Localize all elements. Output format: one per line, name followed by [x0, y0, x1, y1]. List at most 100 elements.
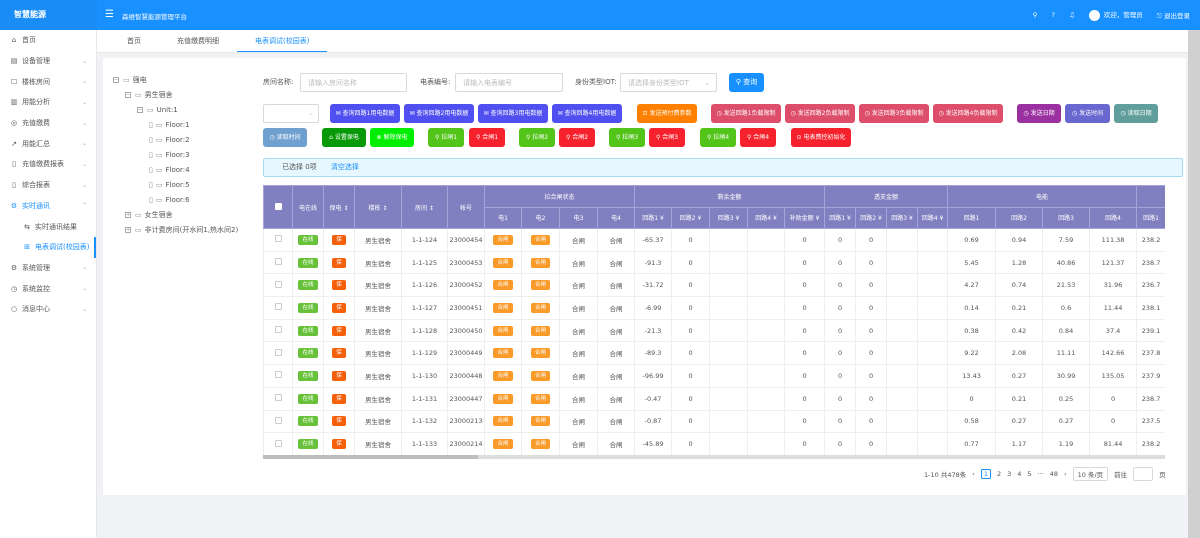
expand-icon[interactable]: + [125, 227, 131, 234]
table-row[interactable]: 在线保男生宿舍 1-1-127 23000451 合闸 合闸 合闸 合闸 -6.99 0 0 0 0 0… [263, 296, 1165, 320]
tree-node[interactable]: + ▭ 女生宿舍 [113, 208, 238, 223]
table-row[interactable]: 在线保男生宿舍 1-1-133 23000214 合闸 合闸 合闸 合闸 -45.89 0 0 0 0… [263, 432, 1165, 455]
sidebar-item[interactable]: ○ 消息中心 ⌄ [0, 299, 96, 320]
action-button[interactable]: ◷ 发送日期 [1017, 104, 1061, 123]
column-header[interactable]: 房间 ↕ [401, 185, 448, 229]
row-checkbox[interactable] [274, 258, 282, 266]
select-all-checkbox[interactable] [274, 202, 282, 210]
row-checkbox[interactable] [274, 280, 282, 288]
action-button[interactable]: ◷ 读取日期 [1114, 104, 1158, 123]
action-button[interactable]: ⚲ 拉闸4 [700, 128, 736, 147]
page-scrollbar[interactable] [1188, 30, 1200, 538]
column-header[interactable]: 保电 ↕ [323, 185, 355, 229]
collapse-icon[interactable]: − [125, 91, 131, 98]
sidebar-item[interactable]: ▯ 充值缴费报表 ⌄ [0, 154, 96, 175]
row-checkbox[interactable] [274, 371, 282, 379]
sidebar-item[interactable]: ▤ 设备管理 ⌄ [0, 51, 96, 72]
action-button[interactable]: ◷ 发送回路3负载限制 [859, 104, 929, 123]
sidebar-item[interactable]: ⚙ 实时通讯 ⌃ [0, 196, 96, 217]
search-icon[interactable]: ⚲ [1032, 11, 1038, 19]
sidebar-item[interactable]: ⇆ 实时通讯结果 [0, 216, 96, 237]
tree-node[interactable]: ▯ ▭ Floor:3 [113, 147, 238, 162]
page-size-select[interactable]: 10 条/页 [1072, 466, 1109, 481]
page-number[interactable]: 5 [1027, 469, 1032, 478]
tree-node[interactable]: ▯ ▭ Floor:2 [113, 132, 238, 147]
row-checkbox[interactable] [274, 303, 282, 311]
column-header[interactable]: 帐号 [447, 185, 485, 229]
sidebar-item[interactable]: ⚙ 系统管理 ⌄ [0, 258, 96, 279]
expand-icon[interactable]: + [125, 212, 131, 219]
row-checkbox[interactable] [274, 348, 282, 356]
row-checkbox[interactable] [274, 416, 282, 424]
action-button[interactable]: ◷ 发送回路2负载限制 [785, 104, 855, 123]
action-button[interactable]: ⊗ 解除保电 [370, 128, 414, 147]
action-button[interactable]: ⚲ 拉闸3 [609, 128, 645, 147]
room-input[interactable]: 请输入房间名称 [300, 73, 407, 92]
page-number[interactable]: 2 [996, 469, 1002, 478]
next-page-button[interactable]: › [1064, 469, 1067, 478]
action-button[interactable]: ⊙ 电表费控初始化 [791, 128, 851, 147]
meter-select[interactable]: ⌄ [263, 104, 319, 123]
table-row[interactable]: 在线保男生宿舍 1-1-130 23000448 合闸 合闸 合闸 合闸 -96.99 0 0 0 0… [263, 364, 1165, 388]
bell-icon[interactable]: ♫ [1068, 11, 1075, 19]
query-button[interactable]: ⚲ 查询 [729, 73, 764, 92]
page-number[interactable]: 48 [1049, 469, 1059, 478]
page-number[interactable]: 3 [1007, 469, 1012, 478]
tree-node[interactable]: ▯ ▭ Floor:5 [113, 178, 238, 193]
table-row[interactable]: 在线保男生宿舍 1-1-126 23000452 合闸 合闸 合闸 合闸 -31.72 0 0 0 0… [263, 273, 1165, 298]
tree-node[interactable]: ▯ ▭ Floor:1 [113, 117, 238, 132]
action-button[interactable]: ✉ 查询回路2用电数据 [404, 104, 474, 123]
user-menu[interactable]: 欢迎，管理员 [1088, 9, 1143, 21]
sidebar-item[interactable]: ⊞ 电表调试(校园表) [0, 236, 96, 258]
menu-toggle-icon[interactable]: ☰ [105, 9, 114, 20]
tree-node[interactable]: − ▭ 强电 [113, 72, 238, 87]
row-checkbox[interactable] [274, 439, 282, 447]
tree-node[interactable]: − ▭ Unit:1 [113, 102, 238, 117]
tab[interactable]: 首页 [127, 37, 141, 45]
action-button[interactable]: ⊡ 发送预付费参数 [637, 104, 697, 123]
table-row[interactable]: 在线保男生宿舍 1-1-125 23000453 合闸 合闸 合闸 合闸 -91.3 0 0 0 0 5… [263, 250, 1165, 275]
column-header[interactable]: 楼栋 ↕ [354, 185, 402, 229]
table-horizontal-scrollbar[interactable] [263, 455, 478, 459]
page-number[interactable]: ··· [1037, 469, 1044, 478]
action-button[interactable]: ⚲ 合闸4 [740, 128, 776, 147]
action-button[interactable]: ◷ 发送回路1负载限制 [711, 104, 781, 123]
action-button[interactable]: ◷ 读取时间 [263, 128, 307, 147]
sidebar-item[interactable]: ⌂ 首页 [0, 30, 96, 51]
action-button[interactable]: ✉ 查询回路1用电数据 [330, 104, 400, 123]
action-button[interactable]: ◷ 发送时间 [1065, 104, 1110, 123]
clear-selection-link[interactable]: 清空选择 [330, 163, 359, 171]
sidebar-item[interactable]: ◷ 系统监控 ⌄ [0, 278, 96, 299]
table-row[interactable]: 在线保男生宿舍 1-1-129 23000449 合闸 合闸 合闸 合闸 -89.3 0 0 0 0 9… [263, 341, 1165, 366]
table-row[interactable]: 在线保男生宿舍 1-1-131 23000447 合闸 合闸 合闸 合闸 -0.47 0 0 0 0 0… [263, 386, 1165, 411]
sidebar-item[interactable]: ◎ 充值缴费 ⌄ [0, 113, 96, 134]
table-row[interactable]: 在线保男生宿舍 1-1-132 23000213 合闸 合闸 合闸 合闸 -0.87 0 0 0 0 0… [263, 409, 1165, 434]
table-row[interactable]: 在线保男生宿舍 1-1-124 23000454 合闸 合闸 合闸 合闸 -65.37 0 0 0 0… [263, 228, 1165, 252]
page-number[interactable]: 4 [1017, 469, 1022, 478]
action-button[interactable]: ✉ 查询回路4用电数据 [552, 104, 622, 123]
page-number[interactable]: 1 [980, 468, 991, 479]
row-checkbox[interactable] [274, 235, 282, 243]
action-button[interactable]: ✉ 查询回路3用电数据 [478, 104, 548, 123]
type-select[interactable]: 请选择身份类型IOT ⌄ [620, 73, 717, 92]
action-button[interactable]: ⚲ 合闸1 [469, 128, 505, 147]
collapse-icon[interactable]: − [113, 76, 119, 83]
meter-input[interactable]: 请输入电表编号 [455, 73, 563, 92]
sidebar-item[interactable]: ▯ 综合报表 ⌄ [0, 175, 96, 196]
column-header[interactable]: 电在线 [292, 185, 324, 229]
action-button[interactable]: ⚲ 拉闸1 [428, 128, 464, 147]
sidebar-item[interactable]: ↗ 用能汇总 ⌄ [0, 133, 96, 154]
logout-button[interactable]: ⎋ 退出登录 [1156, 11, 1190, 20]
tab[interactable]: 电表调试(校园表) [237, 30, 328, 52]
action-button[interactable]: ⚲ 拉闸2 [519, 128, 555, 147]
tree-node[interactable]: − ▭ 男生宿舍 [113, 87, 238, 102]
row-checkbox[interactable] [274, 394, 282, 402]
tab[interactable]: 充值缴费明细 [177, 37, 219, 45]
prev-page-button[interactable]: ‹ [972, 469, 975, 478]
help-icon[interactable]: ? [1051, 11, 1055, 19]
row-checkbox[interactable] [274, 326, 282, 334]
collapse-icon[interactable]: − [137, 106, 143, 113]
sidebar-item[interactable]: ☐ 楼栋房间 ⌄ [0, 71, 96, 92]
action-button[interactable]: ◷ 发送回路4负载限制 [933, 104, 1003, 123]
goto-page-input[interactable] [1133, 466, 1154, 481]
